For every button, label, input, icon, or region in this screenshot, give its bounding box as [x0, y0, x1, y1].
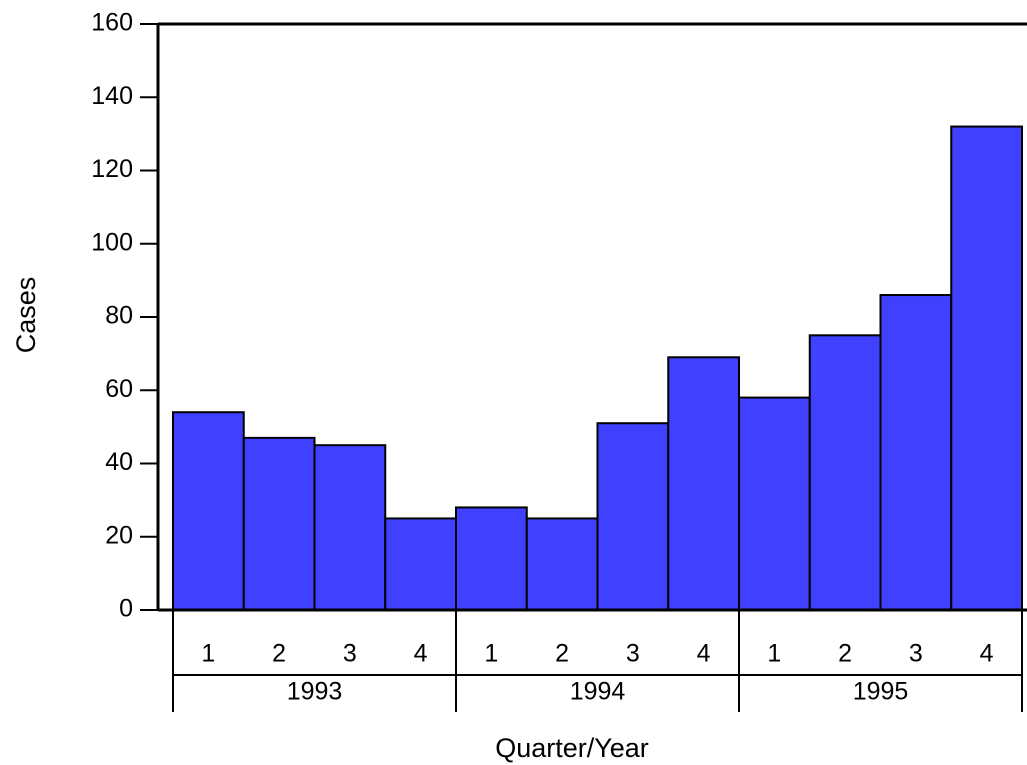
group-label: 1993 — [287, 678, 343, 706]
x-tick-label: 2 — [838, 640, 852, 668]
y-tick-label: 20 — [105, 521, 133, 549]
bar — [172, 411, 245, 611]
x-tick-label: 1 — [767, 640, 781, 668]
bar — [242, 436, 316, 611]
x-tick-label: 3 — [626, 640, 640, 668]
x-tick-label: 3 — [343, 640, 357, 668]
group-label: 1995 — [853, 678, 909, 706]
y-axis-label: Cases — [11, 277, 41, 354]
bar — [384, 517, 457, 611]
x-tick-label: 4 — [980, 640, 994, 668]
bar — [667, 356, 740, 611]
bar — [738, 396, 811, 612]
y-tick-label: 160 — [91, 9, 133, 37]
x-tick-label: 2 — [272, 640, 286, 668]
y-tick-label: 40 — [105, 448, 133, 476]
bar — [596, 422, 670, 611]
x-axis-label: Quarter/Year — [495, 733, 649, 763]
x-tick-label: 1 — [484, 640, 498, 668]
y-tick-label: 120 — [91, 155, 133, 183]
x-tick-label: 1 — [201, 640, 215, 668]
y-tick-label: 80 — [105, 302, 133, 330]
bar — [879, 294, 953, 611]
bar — [313, 444, 387, 611]
bar — [455, 506, 528, 612]
bar — [808, 334, 882, 611]
bar — [950, 125, 1023, 612]
y-tick-label: 0 — [119, 595, 133, 623]
group-label: 1994 — [570, 678, 626, 706]
x-tick-label: 4 — [697, 640, 711, 668]
y-tick-label: 60 — [105, 375, 133, 403]
bar — [525, 517, 599, 611]
x-tick-label: 4 — [414, 640, 428, 668]
x-tick-label: 3 — [909, 640, 923, 668]
y-tick-label: 140 — [91, 82, 133, 110]
x-tick-label: 2 — [555, 640, 569, 668]
y-tick-label: 100 — [91, 228, 133, 256]
